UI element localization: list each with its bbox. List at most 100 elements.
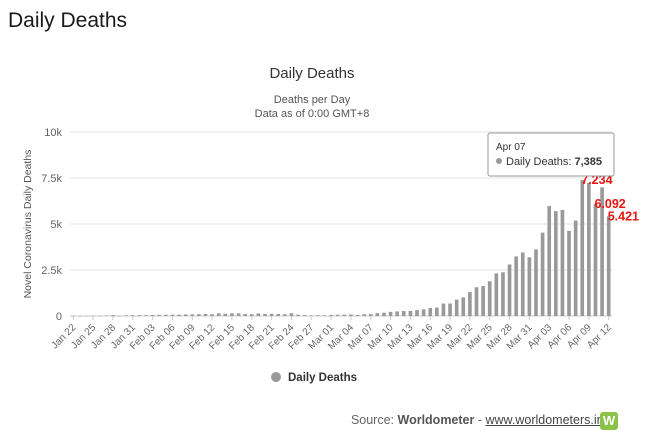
bar[interactable] — [355, 314, 360, 316]
bar[interactable] — [481, 286, 485, 316]
bar[interactable] — [342, 314, 347, 316]
bar[interactable] — [197, 314, 201, 316]
bar[interactable] — [256, 313, 261, 316]
bar[interactable] — [600, 187, 604, 316]
bar[interactable] — [210, 314, 214, 316]
bar[interactable] — [560, 209, 565, 316]
y-tick-label: 5k — [50, 219, 62, 231]
bar[interactable] — [448, 303, 452, 316]
bar[interactable] — [157, 314, 162, 316]
bar[interactable] — [567, 230, 571, 316]
page-heading: Daily Deaths — [8, 9, 128, 32]
bar[interactable] — [91, 315, 95, 317]
bar[interactable] — [71, 315, 76, 317]
bar[interactable] — [84, 315, 89, 317]
chart-title: Daily Deaths — [269, 65, 354, 82]
bar[interactable] — [78, 316, 82, 317]
legend-label: Daily Deaths — [288, 372, 357, 384]
bar[interactable] — [335, 314, 340, 316]
bar[interactable] — [249, 314, 254, 316]
bar[interactable] — [150, 314, 155, 316]
bar[interactable] — [454, 299, 459, 316]
bar[interactable] — [289, 313, 294, 316]
bar[interactable] — [322, 315, 327, 316]
bar[interactable] — [395, 311, 400, 316]
bar[interactable] — [593, 203, 598, 316]
bar[interactable] — [269, 313, 274, 316]
bar[interactable] — [276, 313, 281, 316]
tooltip-series-name: Daily Deaths — [506, 156, 569, 168]
bar[interactable] — [547, 206, 552, 316]
bar[interactable] — [190, 314, 195, 316]
bar[interactable] — [428, 308, 433, 316]
bar[interactable] — [580, 180, 585, 316]
tooltip-date: Apr 07 — [496, 142, 526, 153]
bar[interactable] — [243, 314, 247, 316]
bar[interactable] — [494, 273, 499, 316]
bar[interactable] — [263, 313, 267, 316]
bar[interactable] — [540, 232, 545, 316]
bar[interactable] — [230, 313, 234, 316]
bar[interactable] — [474, 287, 479, 316]
bar[interactable] — [362, 314, 366, 316]
legend-marker — [271, 372, 281, 382]
bar[interactable] — [302, 315, 307, 316]
bar[interactable] — [282, 314, 287, 316]
bar[interactable] — [468, 292, 472, 316]
bar[interactable] — [309, 315, 314, 316]
bar[interactable] — [421, 309, 426, 316]
bar[interactable] — [368, 314, 373, 316]
bar[interactable] — [349, 314, 353, 316]
source-line: Source: Worldometer - www.worldometers.i… — [351, 413, 614, 427]
bar[interactable] — [137, 315, 142, 316]
bar[interactable] — [164, 314, 168, 316]
annotation-label: 7.234 — [581, 173, 612, 187]
bar[interactable] — [606, 216, 611, 316]
bar[interactable] — [388, 311, 393, 316]
bar[interactable] — [203, 314, 208, 316]
bar[interactable] — [507, 264, 512, 316]
source-name: Worldometer — [397, 413, 475, 427]
bar[interactable] — [375, 313, 380, 316]
bar[interactable] — [170, 314, 175, 316]
bar[interactable] — [435, 307, 439, 316]
bar[interactable] — [587, 182, 591, 316]
bar[interactable] — [520, 252, 525, 316]
bar[interactable] — [461, 297, 466, 316]
bar[interactable] — [316, 315, 320, 316]
bar[interactable] — [573, 220, 578, 316]
bar[interactable] — [144, 315, 148, 316]
bar[interactable] — [216, 313, 221, 316]
tooltip-marker — [496, 158, 502, 164]
bar[interactable] — [382, 312, 386, 316]
bar[interactable] — [236, 313, 241, 316]
bar[interactable] — [408, 310, 413, 316]
bar[interactable] — [487, 281, 492, 316]
bar[interactable] — [124, 315, 129, 316]
source-link[interactable]: www.worldometers.info — [485, 413, 614, 427]
bar[interactable] — [329, 314, 333, 316]
bar[interactable] — [415, 310, 419, 316]
bar[interactable] — [183, 314, 188, 316]
bar[interactable] — [534, 249, 538, 316]
bar[interactable] — [527, 257, 532, 316]
bar[interactable] — [117, 315, 122, 317]
bar[interactable] — [130, 315, 135, 316]
tooltip-box — [487, 132, 615, 177]
bar[interactable] — [104, 315, 109, 317]
bar[interactable] — [177, 314, 181, 316]
bar[interactable] — [401, 311, 406, 316]
bars — [71, 180, 611, 317]
bar[interactable] — [514, 256, 518, 316]
y-tick-label: 10k — [44, 127, 62, 139]
y-tick-label: 7.5k — [41, 173, 62, 185]
bar[interactable] — [296, 314, 300, 316]
bar[interactable] — [553, 211, 558, 316]
bar[interactable] — [223, 313, 228, 316]
bar[interactable] — [441, 303, 446, 316]
y-axis-title: Novel Coronavirus Daily Deaths — [22, 150, 34, 299]
legend[interactable]: Daily Deaths — [271, 372, 357, 384]
bar[interactable] — [111, 315, 115, 316]
bar[interactable] — [501, 272, 505, 316]
bar[interactable] — [97, 315, 102, 317]
